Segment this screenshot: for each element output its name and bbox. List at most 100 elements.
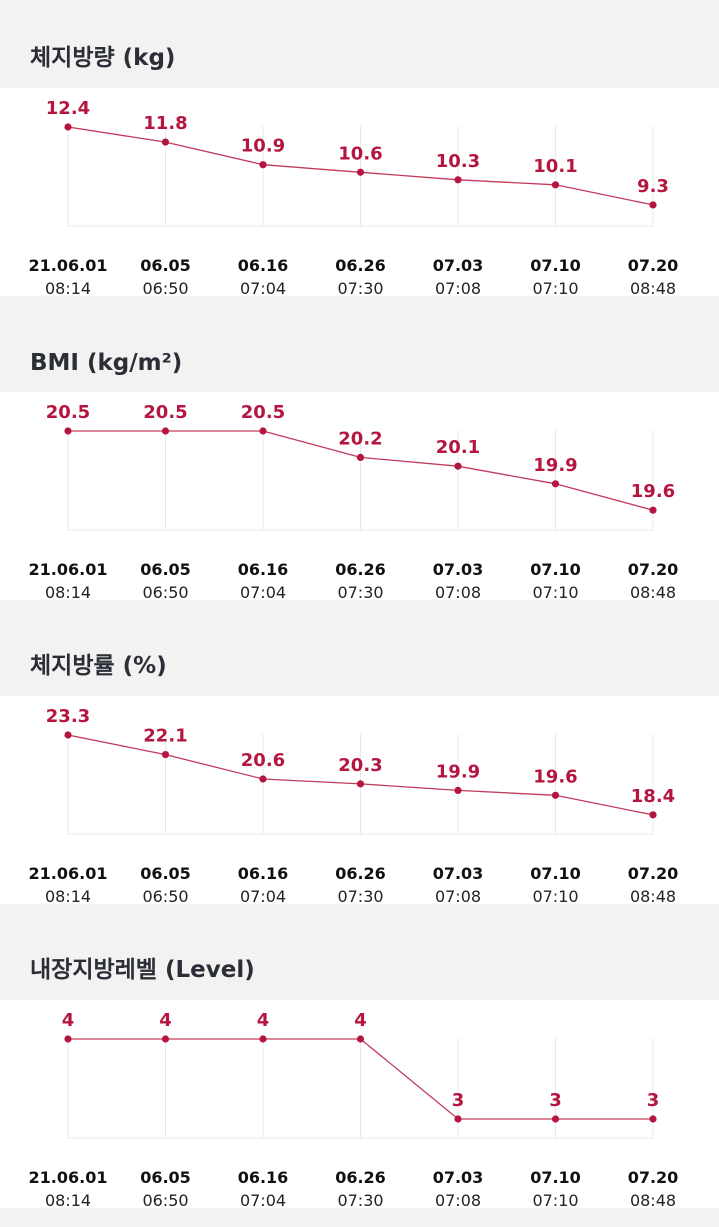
x-tick-time: 08:14 <box>45 1191 91 1208</box>
data-point <box>649 1115 657 1123</box>
data-point <box>64 123 72 131</box>
x-tick-date: 06.26 <box>335 864 386 883</box>
x-tick-date: 07.20 <box>628 560 679 579</box>
data-label: 20.3 <box>338 755 382 776</box>
section-title: 내장지방레벨 (Level) <box>30 957 255 983</box>
x-tick-date: 21.06.01 <box>29 256 108 275</box>
data-label: 4 <box>257 1010 270 1031</box>
x-tick-time: 07:10 <box>532 583 578 600</box>
data-label: 3 <box>647 1090 660 1111</box>
x-tick-date: 07.20 <box>628 1168 679 1187</box>
data-label: 20.2 <box>338 428 382 449</box>
data-label: 18.4 <box>631 786 675 807</box>
x-tick-time: 08:14 <box>45 583 91 600</box>
chart-bmi: 20.5 20.5 20.5 20.2 20.1 19.9 19.6 21.06.01 08:1… <box>29 402 679 600</box>
chart-card-body-fat-mass: 12.4 11.8 10.9 10.6 10.3 10.1 9.3 21.06.01 08:14… <box>0 88 719 296</box>
data-label: 20.1 <box>436 437 480 458</box>
data-label: 10.6 <box>338 143 382 164</box>
x-tick-time: 07:30 <box>337 1191 383 1208</box>
data-label: 4 <box>62 1010 75 1031</box>
section-title: 체지방률 (%) <box>30 653 167 679</box>
x-tick-date: 07.03 <box>433 1168 484 1187</box>
x-tick-date: 07.20 <box>628 256 679 275</box>
x-tick-date: 06.26 <box>335 1168 386 1187</box>
data-label: 20.5 <box>46 402 90 423</box>
chart-visceral-fat-level: 4 4 4 4 3 3 3 21.06.01 08:14 06.05 06:50 06.16 07:04… <box>29 1010 679 1208</box>
x-tick-time: 08:14 <box>45 279 91 296</box>
x-tick-time: 06:50 <box>142 887 188 904</box>
x-tick-time: 07:30 <box>337 279 383 296</box>
x-tick-time: 07:30 <box>337 583 383 600</box>
data-point <box>649 506 657 514</box>
x-tick-date: 07.10 <box>530 256 581 275</box>
chart-card-bmi: 20.5 20.5 20.5 20.2 20.1 19.9 19.6 21.06.01 08:1… <box>0 392 719 600</box>
data-label: 4 <box>159 1010 172 1031</box>
data-label: 11.8 <box>143 113 187 134</box>
data-point <box>259 427 267 435</box>
x-tick-time: 07:08 <box>435 279 481 296</box>
x-tick-date: 06.05 <box>140 1168 191 1187</box>
chart-body-fat-percentage: 23.3 22.1 20.6 20.3 19.9 19.6 18.4 21.06.01 08:1… <box>29 706 679 904</box>
data-label: 3 <box>549 1090 562 1111</box>
data-label: 3 <box>452 1090 465 1111</box>
data-point <box>649 811 657 819</box>
x-tick-date: 06.26 <box>335 560 386 579</box>
x-tick-date: 06.16 <box>238 560 289 579</box>
data-label: 20.5 <box>241 402 285 423</box>
x-tick-date: 06.16 <box>238 256 289 275</box>
x-tick-date: 21.06.01 <box>29 560 108 579</box>
chart-card-body-fat-percentage: 23.3 22.1 20.6 20.3 19.9 19.6 18.4 21.06.01 08:1… <box>0 696 719 904</box>
data-label: 20.6 <box>241 750 285 771</box>
x-tick-time: 07:10 <box>532 887 578 904</box>
data-label: 4 <box>354 1010 367 1031</box>
data-point <box>64 731 72 739</box>
data-label: 10.3 <box>436 151 480 172</box>
data-label: 23.3 <box>46 706 90 727</box>
data-point <box>161 1035 170 1043</box>
x-tick-date: 07.10 <box>530 864 581 883</box>
data-label: 19.9 <box>436 761 480 782</box>
x-tick-time: 06:50 <box>142 583 188 600</box>
data-point <box>551 480 560 488</box>
x-tick-time: 08:48 <box>630 887 676 904</box>
x-tick-time: 07:08 <box>435 1191 481 1208</box>
x-tick-time: 07:10 <box>532 1191 578 1208</box>
data-point <box>259 1035 267 1043</box>
x-tick-time: 06:50 <box>142 279 188 296</box>
data-point <box>356 780 365 788</box>
x-tick-time: 07:04 <box>240 583 286 600</box>
data-point <box>64 427 72 435</box>
data-point <box>454 462 462 470</box>
data-point <box>551 181 560 189</box>
x-tick-time: 07:08 <box>435 887 481 904</box>
x-tick-date: 21.06.01 <box>29 1168 108 1187</box>
x-tick-time: 07:04 <box>240 1191 286 1208</box>
section-header-bmi: BMI (kg/m²) <box>0 304 719 392</box>
chart-card-visceral-fat-level: 4 4 4 4 3 3 3 21.06.01 08:14 06.05 06:50 06.16 07:04… <box>0 1000 719 1208</box>
x-tick-date: 07.10 <box>530 560 581 579</box>
section-header-visceral-fat-level: 내장지방레벨 (Level) <box>0 912 719 1000</box>
x-tick-time: 07:04 <box>240 887 286 904</box>
section-header-body-fat-mass: 체지방량 (kg) <box>0 0 719 88</box>
data-point <box>454 176 462 184</box>
x-tick-date: 06.05 <box>140 560 191 579</box>
section-header-body-fat-percentage: 체지방률 (%) <box>0 608 719 696</box>
x-tick-time: 07:08 <box>435 583 481 600</box>
x-tick-date: 06.16 <box>238 1168 289 1187</box>
x-tick-date: 07.20 <box>628 864 679 883</box>
data-point <box>161 138 170 146</box>
data-point <box>161 427 170 435</box>
x-tick-time: 08:48 <box>630 279 676 296</box>
data-point <box>259 161 267 169</box>
section-title: BMI (kg/m²) <box>30 350 183 376</box>
data-point <box>454 1115 462 1123</box>
x-tick-time: 08:48 <box>630 1191 676 1208</box>
x-tick-time: 07:04 <box>240 279 286 296</box>
x-tick-date: 07.10 <box>530 1168 581 1187</box>
x-tick-date: 07.03 <box>433 560 484 579</box>
x-tick-date: 06.26 <box>335 256 386 275</box>
data-point <box>356 168 365 176</box>
data-point <box>551 791 560 799</box>
data-point <box>649 201 657 209</box>
data-label: 20.5 <box>143 402 187 423</box>
